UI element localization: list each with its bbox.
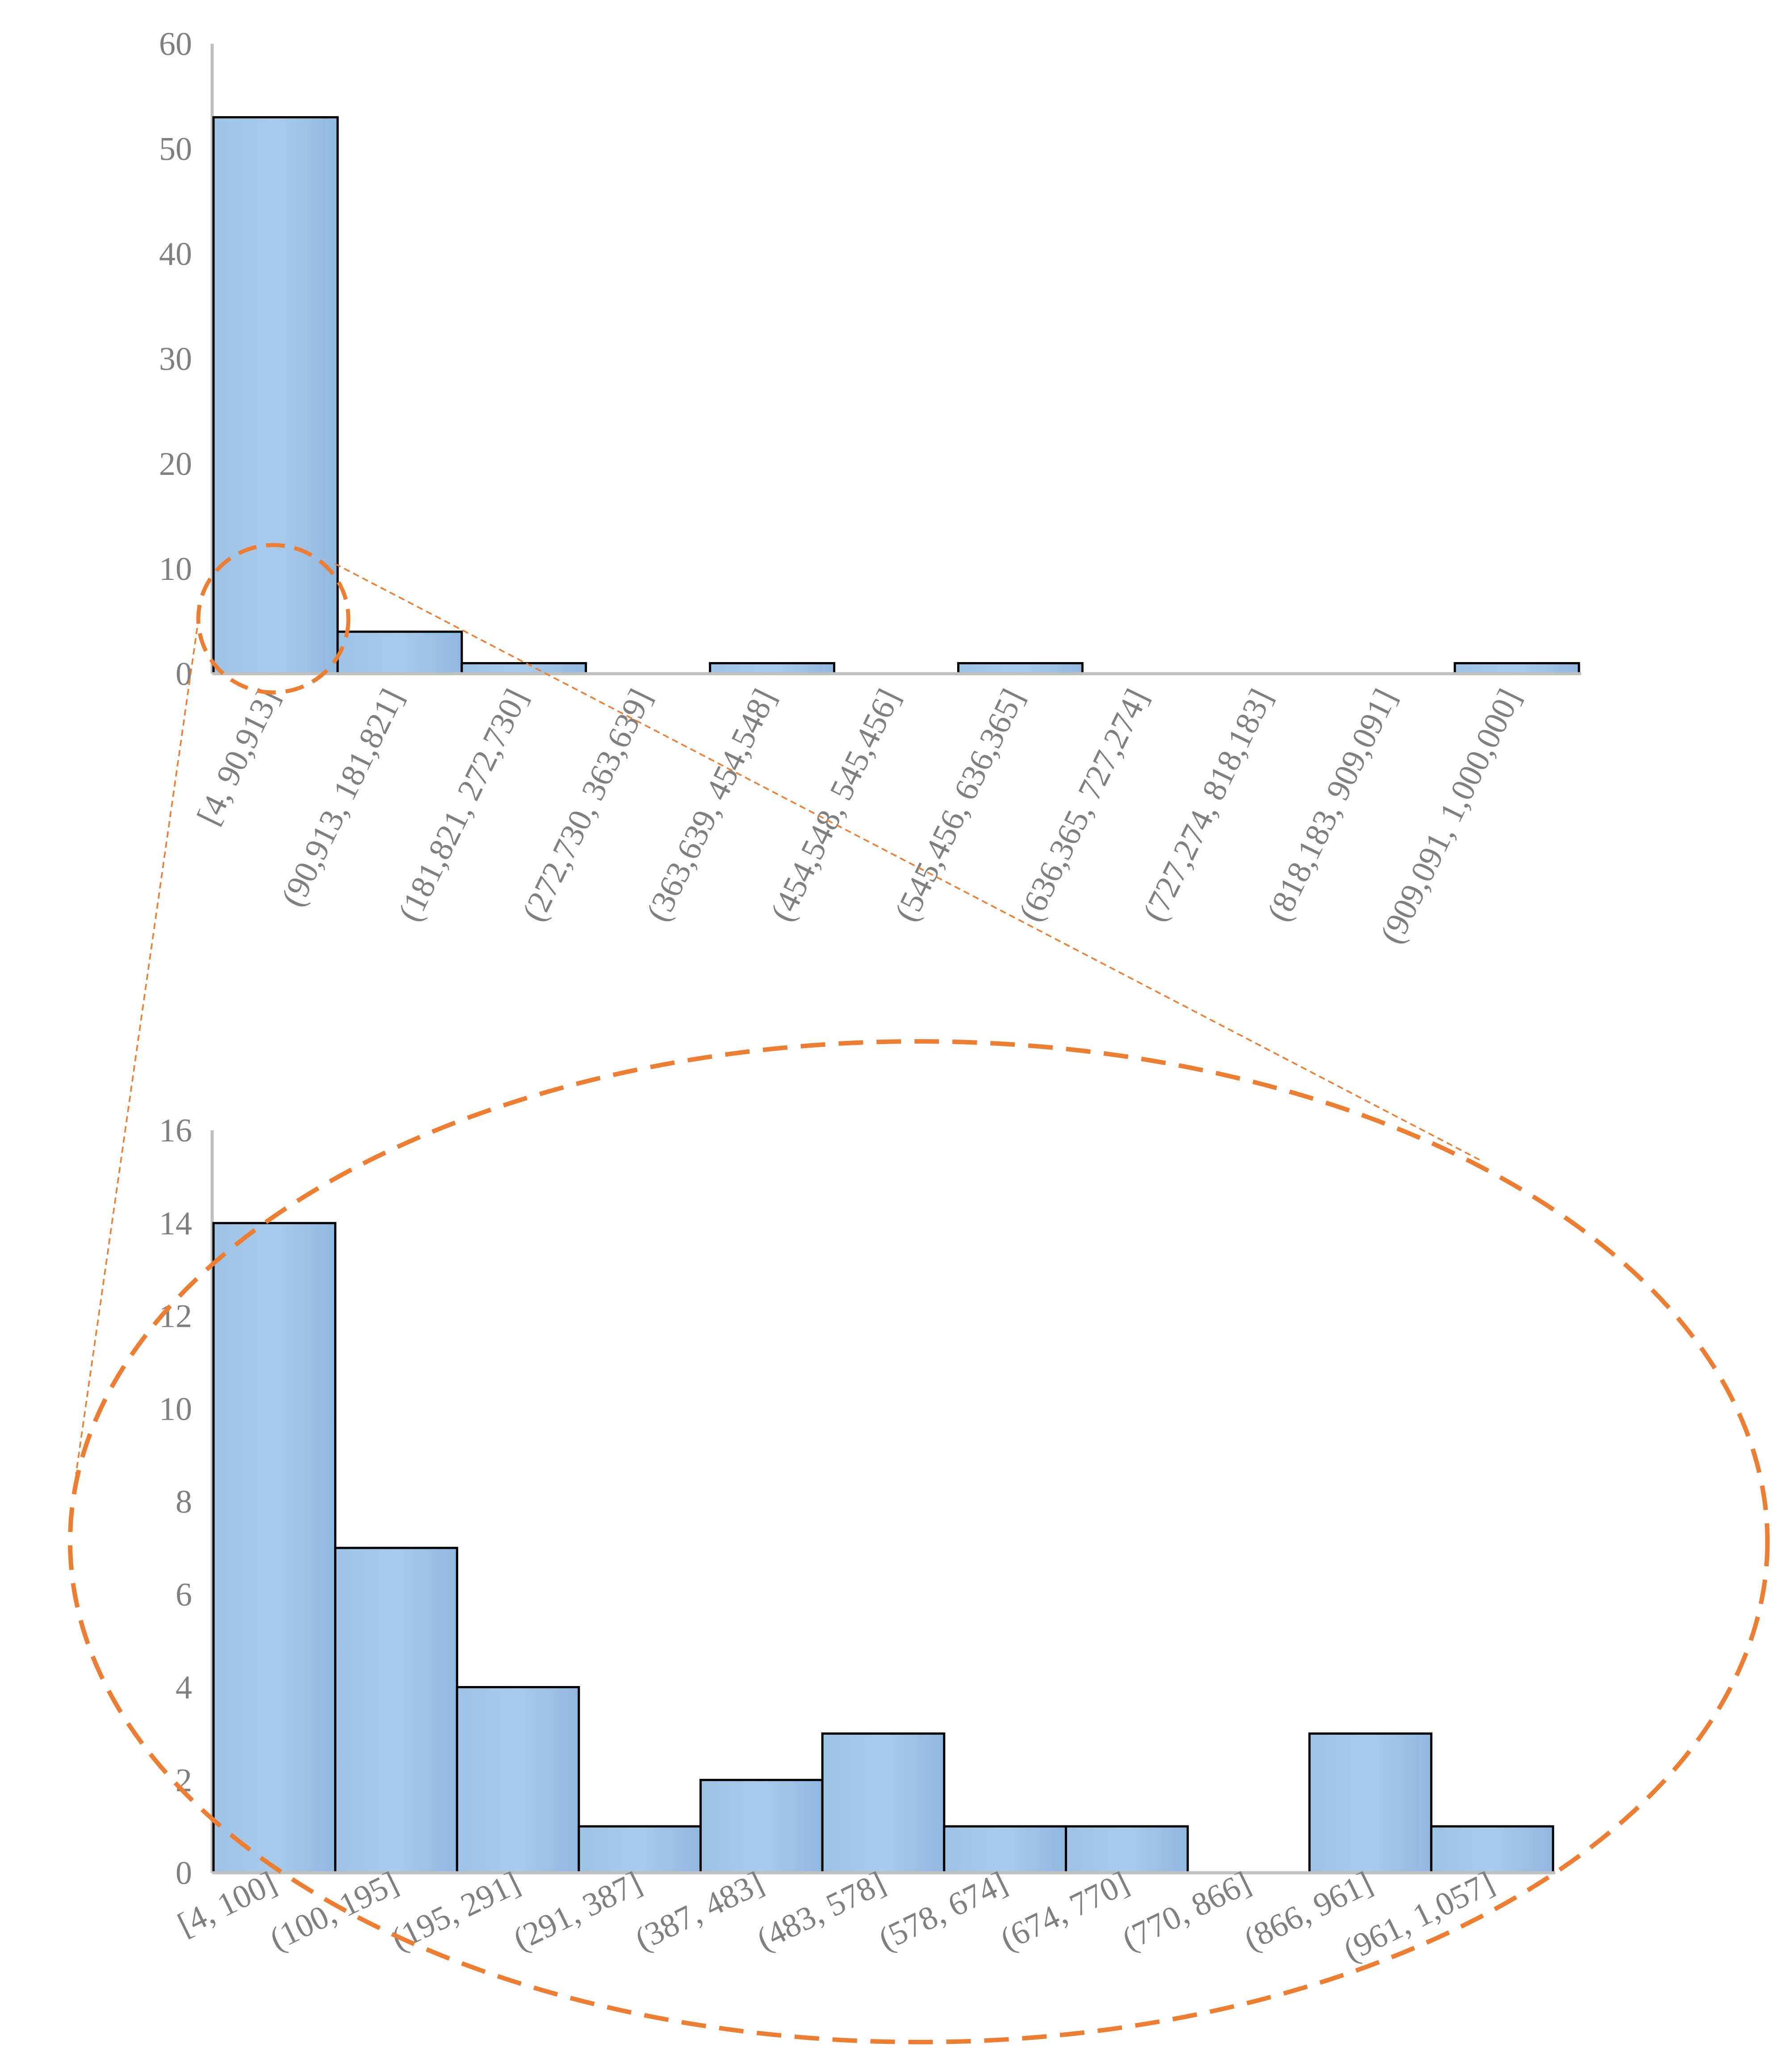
histogram-bar (821, 1732, 946, 1874)
histogram-bar (334, 1547, 458, 1874)
x-category-label: (770, 866] (1117, 1865, 1256, 1958)
histogram-bar (456, 1686, 580, 1874)
x-category-label: (727,274, 818,183] (1136, 684, 1280, 927)
histogram-bar (578, 1825, 702, 1874)
y-tick-label: 30 (159, 341, 192, 378)
y-tick-label: 16 (159, 1112, 192, 1149)
y-tick-label: 0 (176, 656, 192, 692)
histogram-bar (957, 662, 1084, 675)
x-category-label: (818,183, 909,091] (1260, 684, 1404, 927)
x-category-label: (578, 674] (873, 1865, 1013, 1958)
y-tick-label: 4 (176, 1670, 192, 1706)
x-category-label: (291, 387] (508, 1865, 648, 1958)
x-category-label: (100, 195] (264, 1865, 404, 1958)
histogram-bar (336, 630, 463, 675)
histogram-bar (699, 1779, 824, 1874)
zoom-callout (68, 543, 1770, 2044)
histogram-bar (1453, 662, 1580, 675)
x-category-label: (483, 578] (751, 1865, 891, 1958)
x-category-label: (272,730, 363,639] (515, 684, 659, 927)
x-category-label: (674, 770] (995, 1865, 1135, 1958)
histogram-bar (461, 662, 587, 675)
x-category-label: (545,456, 636,365] (888, 684, 1031, 927)
top-histogram: 0 10 20 30 40 50 60 [4, 90,913](90,913, 181,821… (159, 26, 1581, 949)
x-category-label: (90,913, 181,821] (274, 684, 411, 913)
histogram-bar (1064, 1825, 1189, 1874)
zoom-target-ellipse (68, 1039, 1770, 2044)
y-tick-label: 50 (159, 131, 192, 168)
y-tick-label: 40 (159, 236, 192, 273)
histogram-bar (1308, 1732, 1432, 1874)
x-category-label: (636,365, 727,274] (1012, 684, 1156, 927)
histogram-bar (709, 662, 836, 675)
x-category-label: (181,821, 272,730] (391, 684, 535, 927)
y-tick-label: 12 (159, 1298, 192, 1335)
y-tick-label: 20 (159, 446, 192, 482)
y-tick-label: 0 (176, 1855, 192, 1892)
x-category-label: (363,639, 454,548] (639, 684, 783, 927)
x-category-label: (195, 291] (386, 1865, 526, 1958)
histogram-bar (1430, 1825, 1554, 1874)
y-tick-label: 6 (176, 1577, 192, 1613)
x-category-label: (454,548, 545,456] (763, 684, 907, 927)
y-tick-label: 8 (176, 1484, 192, 1520)
x-category-label: (909,091, 1,000,000] (1373, 684, 1528, 950)
histogram-bar (943, 1825, 1067, 1874)
x-category-label: (387, 483] (629, 1865, 769, 1958)
x-category-label: [4, 90,913] (190, 684, 287, 831)
histogram-bar (212, 116, 339, 675)
y-tick-label: 14 (159, 1205, 192, 1242)
y-tick-label: 60 (159, 26, 192, 63)
y-tick-label: 10 (159, 1391, 192, 1427)
histogram-bar (212, 1222, 337, 1874)
zoom-connector-left (75, 607, 201, 1475)
y-tick-label: 10 (159, 551, 192, 587)
